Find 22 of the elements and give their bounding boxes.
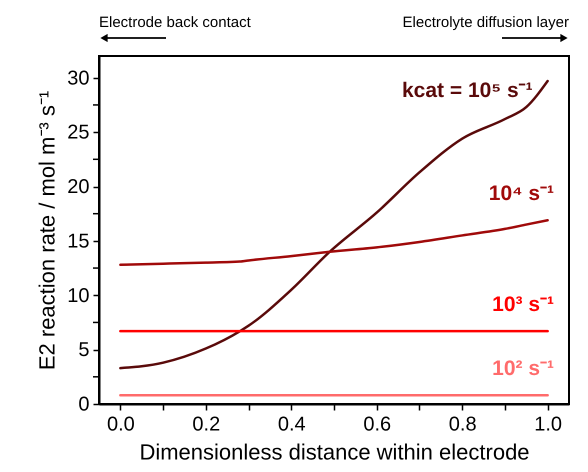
series-label: 10² s⁻¹ — [492, 357, 554, 380]
x-tick-label: 0.0 — [106, 414, 135, 436]
y-axis-title: E2 reaction rate / mol m⁻³ s⁻¹ — [34, 90, 60, 370]
y-tick-label: 30 — [67, 67, 90, 90]
x-tick-label: 1.0 — [534, 414, 562, 436]
y-tick-label: 15 — [67, 230, 90, 252]
y-tick-label: 20 — [67, 176, 90, 198]
y-tick-label: 0 — [78, 394, 90, 416]
y-tick-label: 10 — [67, 284, 90, 307]
text: Electrode back contact — [99, 14, 252, 31]
series-label: 10⁴ s⁻¹ — [488, 182, 554, 206]
text: Electrolyte diffusion layer — [402, 14, 569, 31]
x-axis-title: Dimensionless distance within electrode — [139, 440, 530, 464]
series-label: kcat = 10⁵ s⁻¹ — [402, 78, 533, 102]
x-tick-label: 0.8 — [448, 414, 477, 436]
x-tick-label: 0.2 — [192, 414, 220, 436]
x-tick-label: 0.4 — [278, 414, 306, 436]
series-label: 10³ s⁻¹ — [492, 293, 554, 316]
y-tick-label: 5 — [78, 339, 90, 362]
x-tick-label: 0.6 — [363, 414, 392, 436]
line-series — [119, 218, 549, 266]
y-tick-label: 25 — [67, 122, 90, 144]
